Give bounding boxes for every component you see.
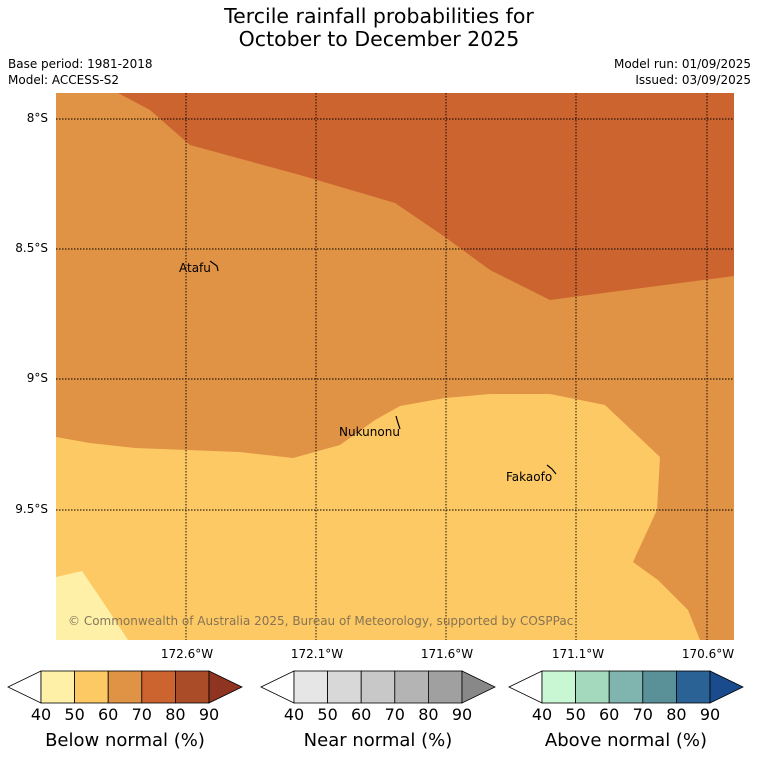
cbar-tick: 60 xyxy=(351,705,372,724)
lat-label-8-5s: 8.5°S xyxy=(15,241,48,255)
cbar-tick: 90 xyxy=(451,705,473,724)
cbar-tick: 90 xyxy=(699,705,721,724)
lat-label-9-5s: 9.5°S xyxy=(15,502,48,516)
cbar-tick: 50 xyxy=(64,705,85,724)
lon-label-172-6w: 172.6°W xyxy=(160,647,214,661)
colorbar-below-label: Below normal (%) xyxy=(45,730,205,751)
zone-70-80 xyxy=(118,93,734,300)
title-line-2: October to December 2025 xyxy=(238,27,520,51)
cbar-tick: 90 xyxy=(198,705,220,724)
cbar-tick: 50 xyxy=(565,705,586,724)
cbar-near-90 xyxy=(427,670,463,704)
atafu-coastline xyxy=(209,260,219,272)
fakaofo-coastline xyxy=(546,464,557,475)
cbar-below-70 xyxy=(107,670,143,704)
zone-50-60 xyxy=(56,394,700,640)
cbar-above-60 xyxy=(575,670,610,704)
model-run-text: Model run: 01/09/2025 xyxy=(613,57,751,71)
cbar-near-over xyxy=(461,670,496,704)
lon-label-172-1w: 172.1°W xyxy=(290,647,344,661)
cbar-above-over xyxy=(709,670,744,704)
colorbar-near xyxy=(260,670,496,704)
cbar-below-60 xyxy=(74,670,109,704)
base-period-text: Base period: 1981-2018 xyxy=(8,57,153,71)
lon-label-171-1w: 171.1°W xyxy=(551,647,605,661)
cbar-tick: 70 xyxy=(632,705,653,724)
zone-40-50 xyxy=(56,571,128,640)
cbar-near-60 xyxy=(327,670,362,704)
copyright-notice: © Commonwealth of Australia 2025, Bureau… xyxy=(68,614,574,628)
issued-text: Issued: 03/09/2025 xyxy=(635,73,751,87)
meta-left: Base period: 1981-2018 Model: ACCESS-S2 xyxy=(8,56,153,88)
cbar-tick: 50 xyxy=(317,705,338,724)
cbar-above-90 xyxy=(676,670,711,704)
lat-label-9s: 9°S xyxy=(26,371,48,385)
lon-label-171-6w: 171.6°W xyxy=(420,647,474,661)
cbar-tick: 80 xyxy=(666,705,687,724)
title-line-1: Tercile rainfall probabilities for xyxy=(224,4,534,28)
colorbar-above xyxy=(508,670,744,704)
cbar-near-70 xyxy=(360,670,396,704)
cbar-near-50 xyxy=(293,670,328,704)
cbar-tick: 70 xyxy=(384,705,405,724)
lat-label-8s: 8°S xyxy=(26,111,48,125)
cbar-above-70 xyxy=(608,670,644,704)
cbar-above-50 xyxy=(541,670,576,704)
cbar-tick: 60 xyxy=(599,705,620,724)
colorbar-above-label: Above normal (%) xyxy=(544,730,708,751)
colorbar-near-label: Near normal (%) xyxy=(303,730,453,751)
cbar-tick: 40 xyxy=(283,705,305,724)
cbar-above-80 xyxy=(642,670,677,704)
model-text: Model: ACCESS-S2 xyxy=(8,73,120,87)
cbar-below-80 xyxy=(141,670,176,704)
map-title: Tercile rainfall probabilities for Octob… xyxy=(0,5,758,51)
cbar-below-under xyxy=(7,670,42,704)
place-label-fakaofo: Fakaofo xyxy=(506,470,553,484)
cbar-near-under xyxy=(260,670,295,704)
nukunonu-coastline xyxy=(395,415,401,430)
cbar-tick: 80 xyxy=(165,705,186,724)
cbar-tick: 40 xyxy=(531,705,553,724)
graticule xyxy=(56,93,734,640)
meta-right: Model run: 01/09/2025 Issued: 03/09/2025 xyxy=(614,56,751,88)
lon-label-170-6w: 170.6°W xyxy=(681,647,735,661)
colorbar-below xyxy=(7,670,243,704)
cbar-above-under xyxy=(508,670,543,704)
cbar-tick: 70 xyxy=(131,705,152,724)
cbar-below-50 xyxy=(40,670,75,704)
cbar-tick: 80 xyxy=(418,705,439,724)
cbar-below-over xyxy=(208,670,243,704)
cbar-below-90 xyxy=(174,670,210,704)
cbar-near-80 xyxy=(394,670,429,704)
place-label-nukunonu: Nukunonu xyxy=(339,425,400,439)
place-label-atafu: Atafu xyxy=(179,261,211,275)
cbar-tick: 40 xyxy=(30,705,52,724)
cbar-tick: 60 xyxy=(98,705,119,724)
